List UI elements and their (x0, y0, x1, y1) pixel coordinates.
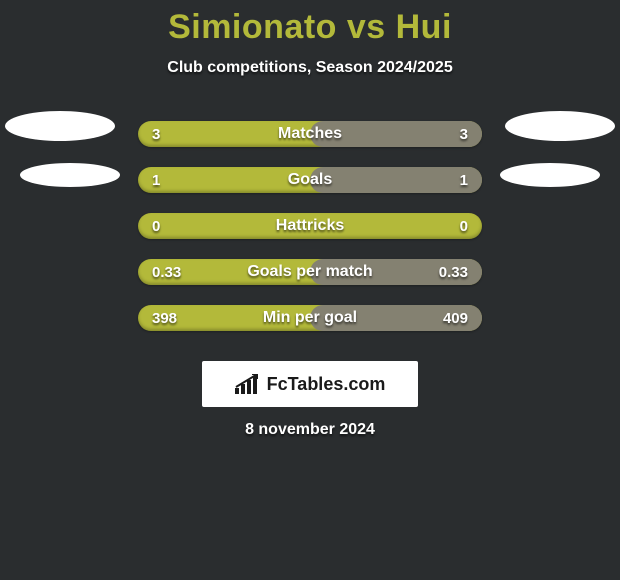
stat-right-value: 0.33 (439, 264, 468, 281)
stat-left-value: 0.33 (152, 264, 181, 281)
stat-row: 0.33 Goals per match 0.33 (0, 249, 620, 295)
stat-row: 3 Matches 3 (0, 111, 620, 157)
stat-left-value: 0 (152, 218, 160, 235)
bars-ascending-icon (235, 374, 261, 394)
stat-bar: 0.33 Goals per match 0.33 (138, 259, 482, 285)
stat-row: 398 Min per goal 409 (0, 295, 620, 341)
date: 8 november 2024 (245, 421, 375, 439)
stat-label: Goals (288, 171, 332, 189)
stat-bar: 398 Min per goal 409 (138, 305, 482, 331)
stat-label: Matches (278, 125, 342, 143)
stat-right-value: 409 (443, 310, 468, 327)
stat-row: 0 Hattricks 0 (0, 203, 620, 249)
stat-left-value: 3 (152, 126, 160, 143)
stat-fill-right (310, 167, 482, 193)
brand-box[interactable]: FcTables.com (202, 361, 418, 407)
brand-text: FcTables.com (267, 374, 386, 395)
stats-area: 3 Matches 3 1 Goals 1 0 Hattricks 0 (0, 111, 620, 341)
stat-right-value: 1 (460, 172, 468, 189)
stat-bar: 3 Matches 3 (138, 121, 482, 147)
stat-row: 1 Goals 1 (0, 157, 620, 203)
stat-label: Hattricks (276, 217, 344, 235)
stat-right-value: 3 (460, 126, 468, 143)
stat-label: Goals per match (247, 263, 372, 281)
page-title: Simionato vs Hui (168, 8, 452, 47)
stat-bar: 1 Goals 1 (138, 167, 482, 193)
stat-left-value: 398 (152, 310, 177, 327)
stat-bar: 0 Hattricks 0 (138, 213, 482, 239)
stat-left-value: 1 (152, 172, 160, 189)
stat-label: Min per goal (263, 309, 357, 327)
stat-right-value: 0 (460, 218, 468, 235)
subtitle: Club competitions, Season 2024/2025 (167, 59, 452, 77)
